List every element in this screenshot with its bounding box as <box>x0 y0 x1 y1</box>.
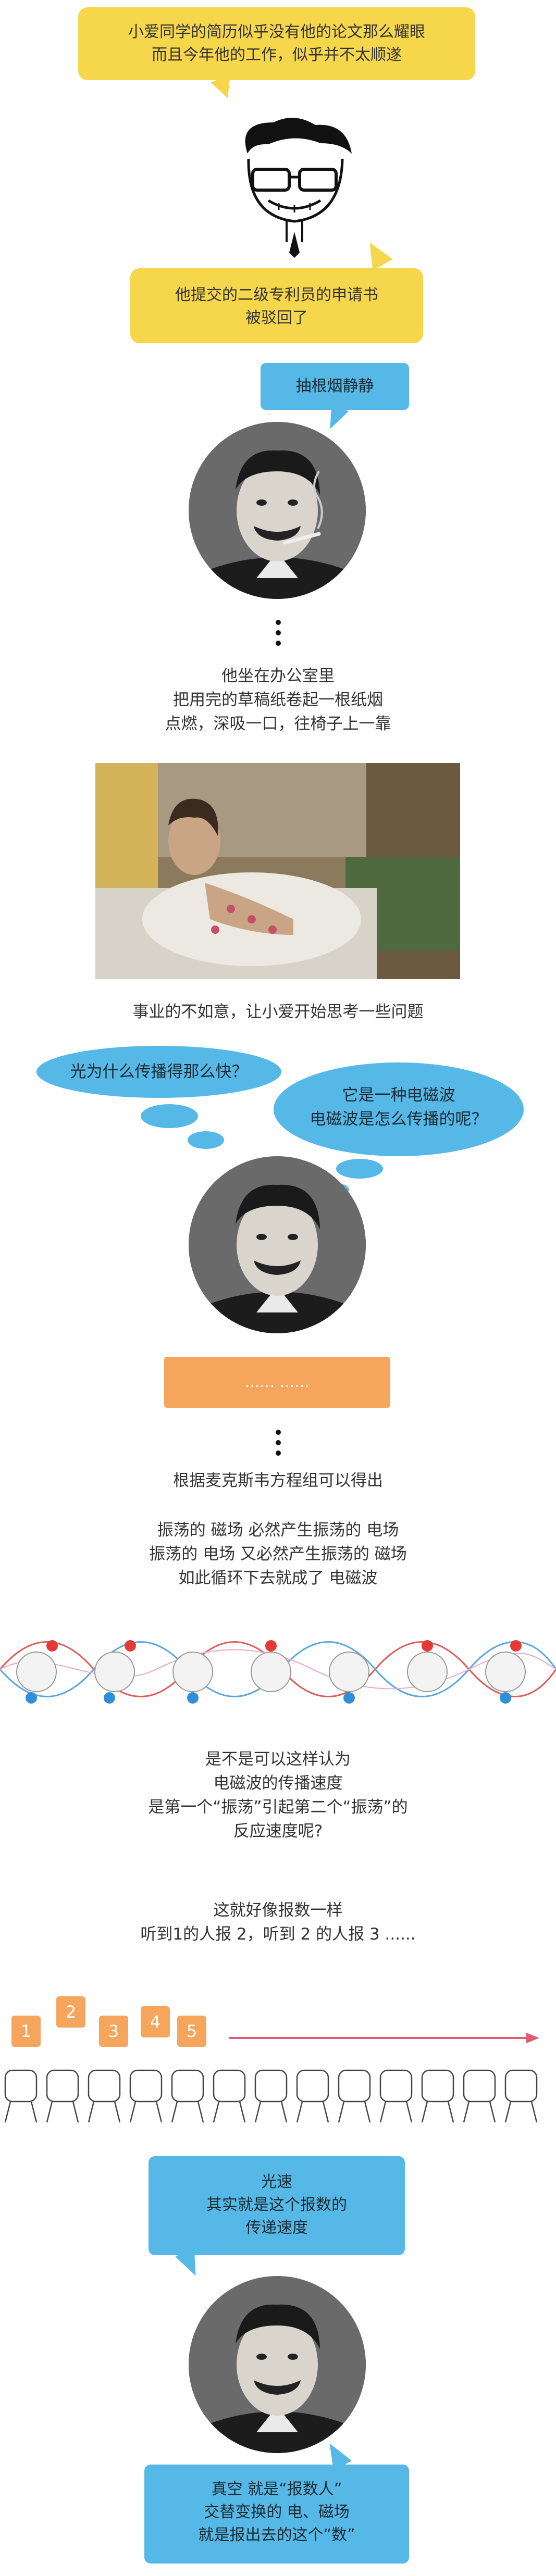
vacuum-line-1: 真空 就是“报数人” <box>211 2480 342 2498</box>
intro-bubble: 小爱同学的简历似乎没有他的论文那么耀眼 而且今年他的工作，似乎并不太顺遂 <box>78 7 475 80</box>
reclining-man-photo <box>95 763 460 979</box>
oscillation-paragraph: 振荡的 磁场 必然产生振荡的 电场 振荡的 电场 又必然产生振荡的 磁场 如此循… <box>0 1518 556 1590</box>
light-speed-bubble: 光速 其实就是这个报数的 传递速度 <box>149 2156 405 2255</box>
question-paragraph: 是不是可以这样认为 电磁波的传播速度 是第一个“振荡”引起第二个“振荡”的 反应… <box>0 1747 556 1843</box>
count-line-2: 听到1的人报 2，听到 2 的人报 3 ...... <box>140 1925 416 1944</box>
office-line-2: 把用完的草稿纸卷起一根纸烟 <box>173 691 383 709</box>
question-line-4: 反应速度呢? <box>233 1822 323 1841</box>
ellipsis-tag-text: ...... ...... <box>245 1373 310 1391</box>
vacuum-line-3: 就是报出去的这个“数” <box>198 2526 355 2544</box>
ellipsis-dot <box>276 620 281 625</box>
thought-answer-2: 电磁波是怎么传播的呢？ <box>310 1110 488 1129</box>
maxwell-text: 根据麦克斯韦方程组可以得出 <box>173 1471 383 1490</box>
thought-answer-1: 它是一种电磁波 <box>342 1086 455 1105</box>
thought-dot-small <box>188 1131 224 1149</box>
patent-bubble: 他提交的二级专利员的申请书 被驳回了 <box>130 268 423 343</box>
thought-question-1: 光为什么传播得那么快？ <box>70 1062 248 1081</box>
ellipsis-dot <box>276 1430 281 1435</box>
intro-line-1: 小爱同学的简历似乎没有他的论文那么耀眼 <box>128 23 425 41</box>
ellipsis-tag: ...... ...... <box>164 1357 390 1408</box>
osc-line-3: 如此循环下去就成了 电磁波 <box>178 1569 378 1587</box>
count-line-1: 这就好像报数一样 <box>213 1901 343 1920</box>
speed-line-2: 其实就是这个报数的 <box>206 2196 347 2214</box>
number-tag-label: 3 <box>108 2021 119 2041</box>
speed-line-1: 光速 <box>261 2173 292 2191</box>
number-tag-label: 2 <box>65 2002 77 2022</box>
einstein-portrait-smoking <box>189 422 366 599</box>
ellipsis-dot <box>276 641 281 646</box>
office-line-1: 他坐在办公室里 <box>221 667 335 685</box>
people-row-illustration <box>4 2069 538 2123</box>
unlucky-caption: 事业的不如意，让小爱开始思考一些问题 <box>0 1000 556 1024</box>
thought-dot-right-large <box>336 1159 383 1179</box>
smoke-text: 抽根烟静静 <box>295 377 374 395</box>
vacuum-bubble: 真空 就是“报数人” 交替变换的 电、磁场 就是报出去的这个“数” <box>144 2465 409 2564</box>
question-line-1: 是不是可以这样认为 <box>205 1750 351 1769</box>
speed-line-3: 传递速度 <box>245 2219 308 2237</box>
maxwell-caption: 根据麦克斯韦方程组可以得出 <box>0 1469 556 1493</box>
number-tag-label: 1 <box>20 2021 32 2041</box>
patent-line-2: 被驳回了 <box>245 309 308 327</box>
number-tag: 4 <box>141 2006 170 2037</box>
question-line-3: 是第一个“振荡”引起第二个“振荡”的 <box>148 1798 408 1817</box>
intro-line-2: 而且今年他的工作，似乎并不太顺遂 <box>152 46 402 64</box>
number-tag: 3 <box>99 2016 128 2047</box>
office-paragraph: 他坐在办公室里 把用完的草稿纸卷起一根纸烟 点燃，深吸一口，往椅子上一靠 <box>0 664 556 736</box>
einstein-portrait-explaining <box>189 2276 366 2453</box>
ellipsis-dot <box>276 1450 281 1456</box>
cartoon-face-illustration <box>245 118 352 258</box>
thought-bubble-left: 光为什么传播得那么快？ <box>36 1046 281 1098</box>
osc-line-2: 振荡的 电场 又必然产生振荡的 磁场 <box>149 1545 407 1564</box>
osc-line-1: 振荡的 磁场 必然产生振荡的 电场 <box>157 1521 399 1540</box>
ellipsis-dot <box>276 1440 281 1445</box>
number-tag: 5 <box>177 2016 206 2047</box>
thought-bubble-right: 它是一种电磁波 电磁波是怎么传播的呢？ <box>274 1062 524 1156</box>
number-tag: 2 <box>56 1996 85 2028</box>
einstein-portrait-thinking <box>189 1156 366 1333</box>
arrow-right-icon <box>229 2033 539 2043</box>
number-tag: 1 <box>11 2016 41 2047</box>
electromagnetic-wave-illustration <box>0 1640 556 1704</box>
office-line-3: 点燃，深吸一口，往椅子上一靠 <box>165 715 391 733</box>
thought-dot-large <box>141 1104 198 1128</box>
vacuum-line-2: 交替变换的 电、磁场 <box>204 2503 350 2521</box>
unlucky-text: 事业的不如意，让小爱开始思考一些问题 <box>132 1003 424 1021</box>
patent-line-1: 他提交的二级专利员的申请书 <box>175 286 378 304</box>
count-paragraph: 这就好像报数一样 听到1的人报 2，听到 2 的人报 3 ...... <box>0 1898 556 1946</box>
smoke-bubble: 抽根烟静静 <box>261 363 409 410</box>
number-tag-label: 4 <box>150 2012 161 2032</box>
number-tag-label: 5 <box>186 2021 197 2041</box>
ellipsis-dot <box>276 630 281 635</box>
question-line-2: 电磁波的传播速度 <box>213 1774 343 1793</box>
